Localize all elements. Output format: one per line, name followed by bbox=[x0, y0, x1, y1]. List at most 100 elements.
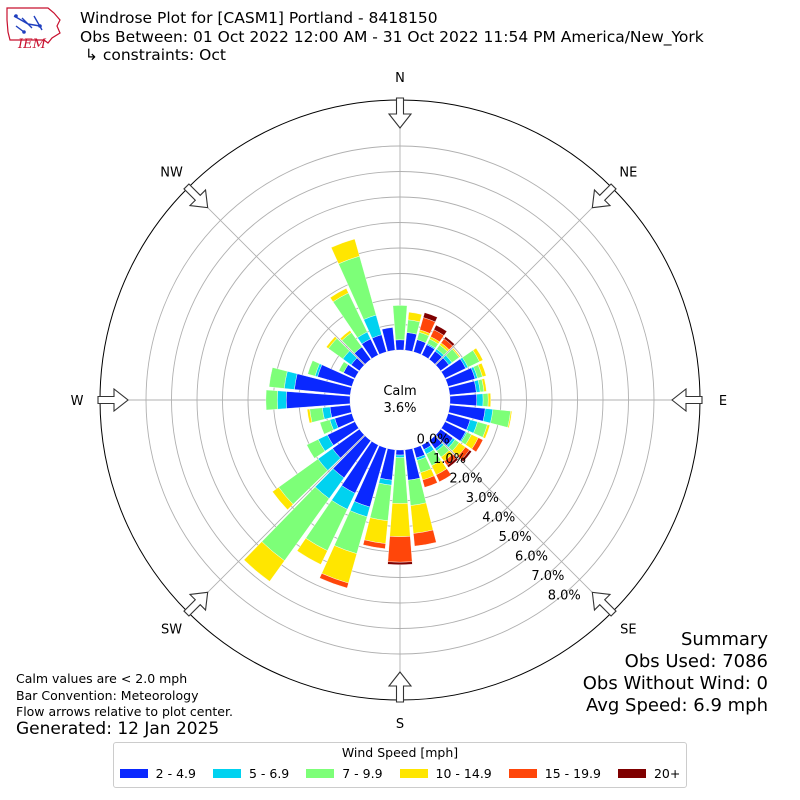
summary-box: Summary Obs Used: 7086 Obs Without Wind:… bbox=[583, 629, 768, 717]
grid-spoke bbox=[435, 187, 613, 365]
radial-tick-label: 8.0% bbox=[548, 589, 581, 604]
chart-title: Windrose Plot for [CASM1] Portland - 841… bbox=[80, 9, 704, 65]
grid-spoke bbox=[187, 187, 365, 365]
flow-arrow bbox=[97, 387, 129, 413]
direction-label: S bbox=[396, 717, 404, 732]
bar-segment bbox=[319, 573, 349, 589]
legend-swatch bbox=[617, 769, 646, 778]
bar-segment bbox=[490, 409, 511, 428]
legend-label: 7 - 9.9 bbox=[342, 766, 383, 781]
bar-convention-note: Bar Convention: Meteorology bbox=[16, 687, 199, 703]
iowa-map-icon bbox=[6, 7, 61, 44]
radial-tick-label: 3.0% bbox=[466, 491, 499, 506]
bar-segment bbox=[435, 468, 452, 483]
bar-segment bbox=[443, 336, 455, 347]
bar-segment bbox=[392, 457, 408, 504]
radial-tick-label: 4.0% bbox=[482, 510, 515, 525]
bar-segment bbox=[306, 408, 313, 424]
summary-heading: Summary bbox=[681, 629, 768, 650]
bar-segment bbox=[387, 561, 413, 565]
bar-segment bbox=[476, 393, 484, 407]
legend-item: 5 - 6.9 bbox=[212, 766, 289, 781]
title-line-2: Obs Between: 01 Oct 2022 12:00 AM - 31 O… bbox=[80, 27, 704, 46]
bar-segment bbox=[329, 288, 349, 303]
legend-label: 10 - 14.9 bbox=[435, 766, 492, 781]
bar-segment bbox=[392, 305, 408, 341]
calm-circle bbox=[350, 350, 450, 450]
legend-item: 2 - 4.9 bbox=[119, 766, 196, 781]
direction-label: W bbox=[71, 394, 84, 409]
bar-segment bbox=[319, 419, 334, 435]
radial-tick-label: 0.0% bbox=[417, 432, 450, 447]
bar-segment bbox=[407, 311, 423, 323]
direction-label: SW bbox=[161, 622, 182, 637]
calm-note: Calm values are < 2.0 mph bbox=[16, 671, 188, 686]
legend-item: 10 - 14.9 bbox=[399, 766, 492, 781]
direction-label: N bbox=[395, 71, 405, 86]
obs-used: Obs Used: 7086 bbox=[624, 651, 768, 672]
bar-segment bbox=[446, 457, 459, 468]
bar-segment bbox=[309, 407, 325, 423]
bar-segment bbox=[487, 392, 491, 408]
logo-text: IEM bbox=[18, 37, 46, 52]
bar-segment bbox=[395, 339, 405, 351]
grid-spoke bbox=[187, 435, 365, 613]
bar-segment bbox=[481, 378, 487, 392]
direction-label: NE bbox=[619, 166, 637, 181]
bar-segment bbox=[507, 410, 513, 429]
legend-label: 2 - 4.9 bbox=[155, 766, 196, 781]
title-line-3: ↳ constraints: Oct bbox=[80, 46, 226, 64]
legend-item: 15 - 19.9 bbox=[508, 766, 601, 781]
bar-segment bbox=[277, 390, 287, 410]
legend-swatch bbox=[399, 769, 428, 778]
calm-label: Calm bbox=[383, 384, 416, 399]
bar-segment bbox=[449, 394, 477, 406]
bar-segment bbox=[451, 347, 461, 358]
bar-segment bbox=[482, 424, 491, 439]
bar-segment bbox=[482, 393, 489, 407]
bar-segment bbox=[296, 537, 328, 565]
bar-segment bbox=[406, 319, 421, 335]
bar-segment bbox=[410, 502, 434, 534]
chart-notes: Calm values are < 2.0 mph Bar Convention… bbox=[16, 671, 233, 721]
bar-segment bbox=[306, 439, 326, 459]
legend-swatch bbox=[306, 769, 335, 778]
bar-segment bbox=[413, 529, 437, 547]
grid-spoke bbox=[435, 435, 613, 613]
generated-date: Generated: 12 Jan 2025 bbox=[16, 719, 220, 739]
avg-speed: Avg Speed: 6.9 mph bbox=[586, 695, 768, 716]
bar-segment bbox=[243, 541, 285, 582]
flow-arrow bbox=[671, 387, 703, 413]
legend: Wind Speed [mph] 2 - 4.9 5 - 6.9 7 - 9.9… bbox=[113, 742, 687, 788]
legend-items: 2 - 4.9 5 - 6.9 7 - 9.9 10 - 14.9 15 - 1… bbox=[114, 766, 686, 781]
flow-arrow bbox=[387, 97, 413, 129]
legend-swatch bbox=[508, 769, 537, 778]
legend-label: 20+ bbox=[653, 766, 681, 781]
obs-without-wind: Obs Without Wind: 0 bbox=[582, 673, 768, 694]
radial-tick-label: 6.0% bbox=[515, 550, 548, 565]
radial-tick-label: 2.0% bbox=[449, 471, 482, 486]
bar-segment bbox=[362, 539, 386, 549]
flow-arrow bbox=[387, 671, 413, 703]
radial-tick-label: 1.0% bbox=[433, 452, 466, 467]
direction-label: NW bbox=[160, 166, 183, 181]
bar-segment bbox=[461, 449, 472, 462]
legend-swatch bbox=[212, 769, 241, 778]
title-line-1: Windrose Plot for [CASM1] Portland - 841… bbox=[80, 9, 438, 27]
bar-segment bbox=[272, 486, 294, 511]
flow-arrow bbox=[591, 591, 617, 617]
bar-segment bbox=[395, 449, 405, 456]
bar-segment bbox=[325, 336, 338, 349]
bar-segment bbox=[387, 536, 413, 563]
bar-segment bbox=[477, 362, 487, 378]
legend-swatch bbox=[119, 769, 148, 778]
calm-value: 3.6% bbox=[383, 401, 416, 416]
bar-segment bbox=[338, 361, 349, 374]
bar-segment bbox=[422, 475, 438, 488]
bar-segment bbox=[330, 238, 360, 265]
legend-item: 20+ bbox=[617, 766, 681, 781]
bar-segment bbox=[339, 330, 352, 341]
bar-segment bbox=[389, 503, 411, 537]
legend-label: 15 - 19.9 bbox=[544, 766, 601, 781]
